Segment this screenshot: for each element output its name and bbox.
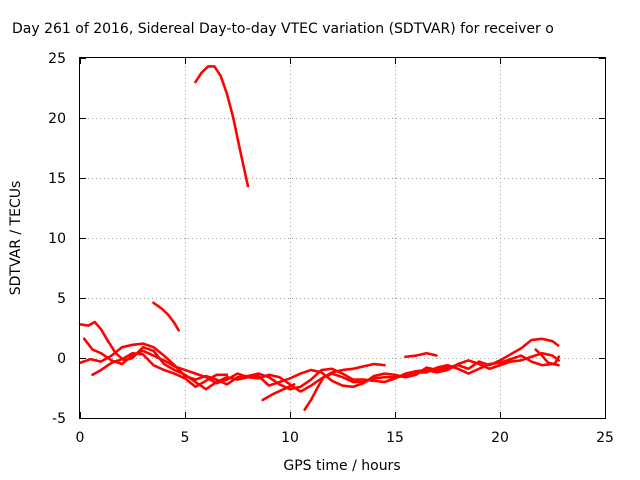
x-tick-label: 0 [76, 430, 85, 446]
series-trace-8 [303, 362, 386, 411]
series-trace-10 [534, 348, 561, 366]
plot-frame [79, 57, 606, 419]
y-tick-label: 10 [48, 231, 66, 247]
chart-title: Day 261 of 2016, Sidereal Day-to-day VTE… [12, 21, 554, 37]
x-tick-label: 15 [386, 430, 404, 446]
y-tick-label: 0 [57, 351, 66, 367]
series-trace-6 [91, 351, 229, 389]
y-tick-label: 25 [48, 51, 66, 67]
series-trace-3 [78, 320, 561, 391]
x-axis-label: GPS time / hours [283, 458, 400, 474]
x-tick-label: 20 [491, 430, 509, 446]
y-tick-label: 20 [48, 111, 66, 127]
y-tick-label: 5 [57, 291, 66, 307]
series-trace-2 [152, 301, 180, 332]
series-trace-7 [261, 383, 296, 402]
y-axis-label: SDTVAR / TECUs [8, 181, 24, 296]
grid-lines [80, 58, 605, 418]
series-trace-1 [194, 65, 250, 188]
x-tick-label: 25 [596, 430, 614, 446]
y-tick-label: -5 [52, 411, 66, 427]
series-layer [78, 65, 561, 411]
series-trace-9 [404, 351, 439, 359]
x-tick-label: 5 [181, 430, 190, 446]
series-trace-4 [78, 342, 561, 391]
axis-ticks: 0 5 10 15 20 25 -5 0 5 10 15 20 25 [48, 51, 614, 446]
y-tick-label: 15 [48, 171, 66, 187]
x-tick-label: 10 [281, 430, 299, 446]
